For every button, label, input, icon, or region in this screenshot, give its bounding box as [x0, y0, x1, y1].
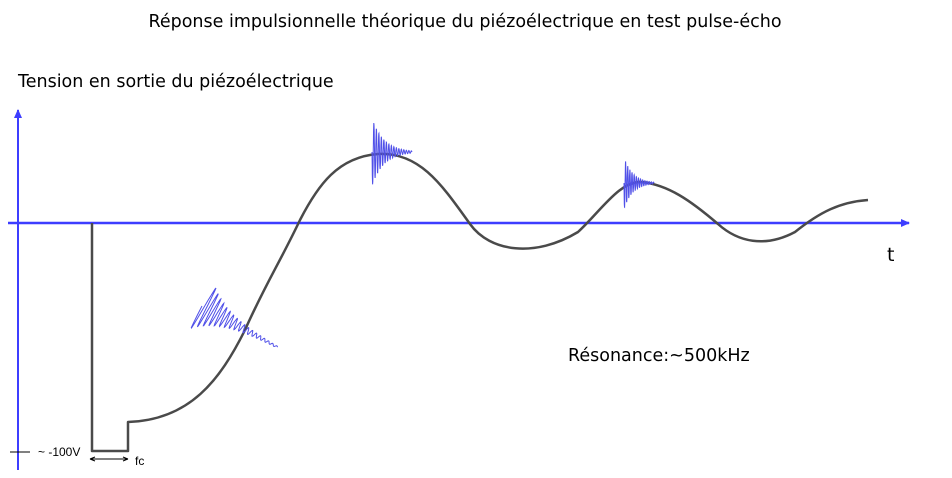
burst-first-echo: [371, 122, 413, 185]
resonance-annotation: Résonance:~500kHz: [568, 346, 750, 366]
resonance-value: ~500kHz: [669, 346, 750, 366]
y-axis-label: Tension en sortie du piézoélectrique: [18, 72, 334, 92]
burst-ascending: [190, 287, 278, 348]
duration-marker-label: fc: [135, 454, 145, 468]
x-axis-label: t: [887, 244, 895, 266]
impulse-response-curve: [90, 152, 869, 453]
voltage-marker-label: ~ -100V: [38, 445, 81, 459]
duration-arrow-left-head: [89, 456, 96, 462]
diagram-title: Réponse impulsionnelle théorique du piéz…: [148, 12, 782, 32]
resonance-label: Résonance:: [568, 346, 670, 366]
ultrasonic-bursts: [190, 122, 655, 348]
duration-arrow-right-head: [122, 456, 129, 462]
burst-second-echo: [623, 161, 655, 209]
